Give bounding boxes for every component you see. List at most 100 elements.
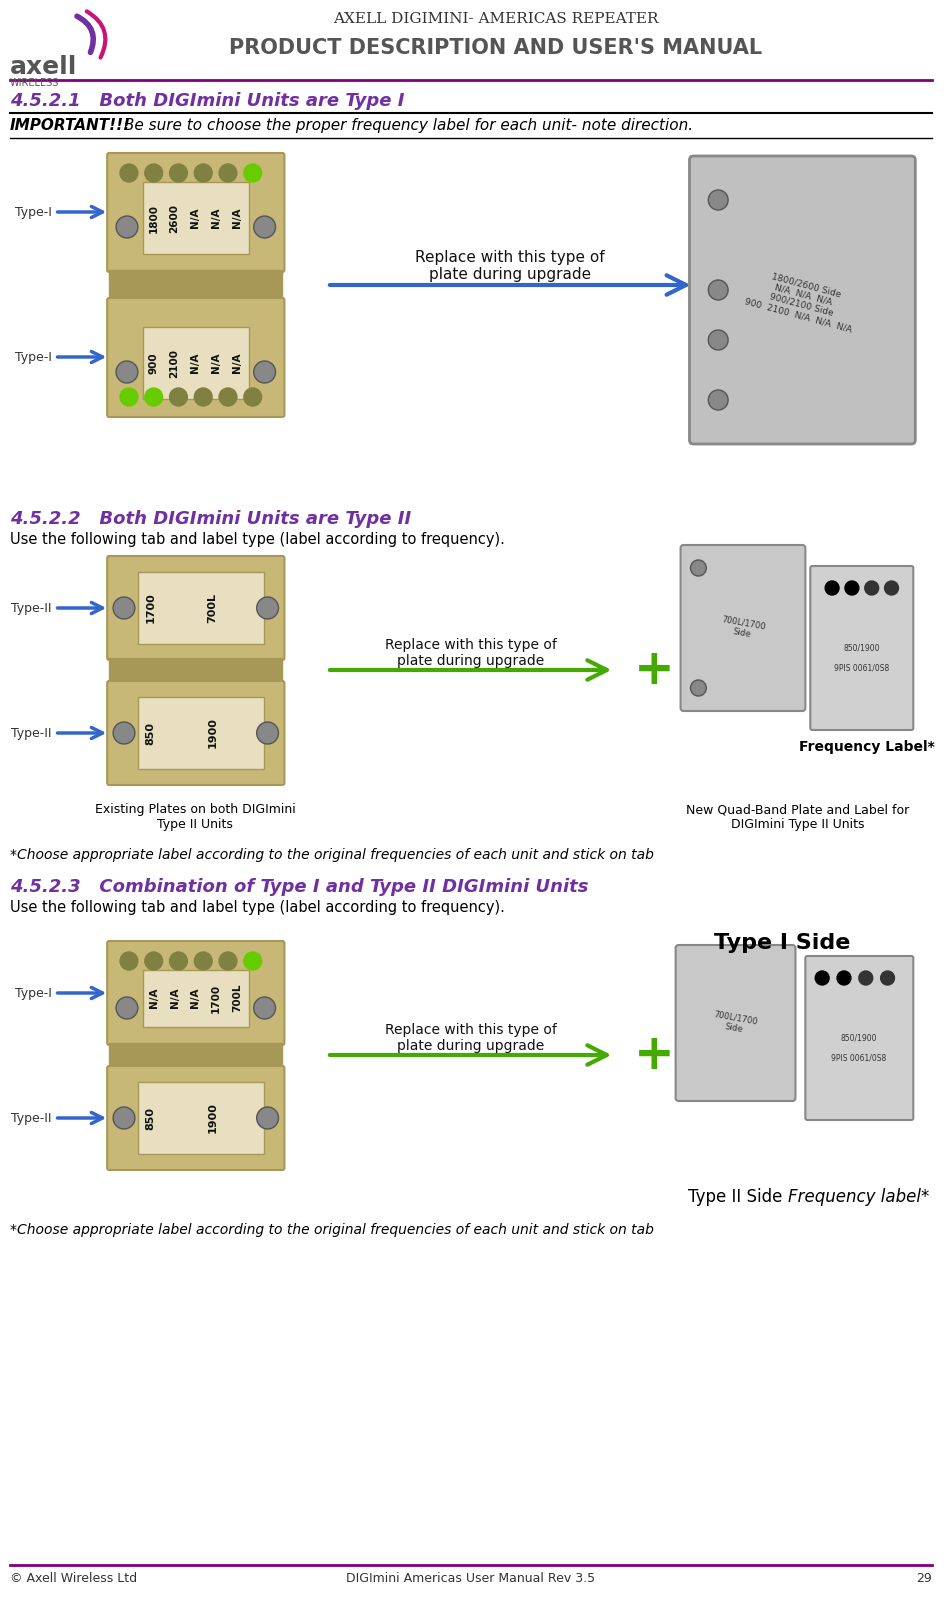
Circle shape: [120, 953, 138, 970]
Text: N/A: N/A: [169, 988, 180, 1009]
Text: PRODUCT DESCRIPTION AND USER'S MANUAL: PRODUCT DESCRIPTION AND USER'S MANUAL: [229, 38, 762, 58]
Text: 850/1900

9PIS 0061/0S8: 850/1900 9PIS 0061/0S8: [831, 1033, 886, 1063]
Text: Type-I: Type-I: [15, 205, 51, 218]
Text: Type-II: Type-II: [11, 727, 51, 740]
Bar: [109, 658, 282, 684]
FancyBboxPatch shape: [143, 183, 249, 255]
Circle shape: [257, 1106, 279, 1129]
FancyBboxPatch shape: [689, 155, 915, 443]
FancyBboxPatch shape: [107, 154, 284, 272]
FancyArrowPatch shape: [77, 16, 93, 53]
Text: Type-I: Type-I: [15, 351, 51, 363]
Circle shape: [254, 997, 276, 1018]
Text: 29: 29: [917, 1572, 932, 1585]
Text: 850/1900

9PIS 0061/0S8: 850/1900 9PIS 0061/0S8: [834, 644, 889, 672]
Circle shape: [120, 387, 138, 407]
Circle shape: [884, 581, 899, 596]
Text: 700L: 700L: [207, 592, 218, 623]
Text: 1800/2600 Side
N/A  N/A  N/A
900/2100 Side
900  2100  N/A  N/A  N/A: 1800/2600 Side N/A N/A N/A 900/2100 Side…: [744, 266, 861, 333]
Circle shape: [825, 581, 839, 596]
Circle shape: [243, 387, 262, 407]
Circle shape: [116, 216, 138, 239]
Bar: [109, 271, 282, 299]
Circle shape: [120, 163, 138, 183]
Circle shape: [219, 953, 237, 970]
Text: 700L/1700
Side: 700L/1700 Side: [719, 615, 767, 642]
Text: 700L: 700L: [232, 983, 242, 1012]
Text: Type-II: Type-II: [11, 602, 51, 615]
FancyArrowPatch shape: [87, 11, 106, 58]
Text: 1900: 1900: [207, 1103, 218, 1134]
Circle shape: [169, 163, 187, 183]
Text: Existing Plates on both DIGImini
Type II Units: Existing Plates on both DIGImini Type II…: [95, 804, 296, 831]
Text: IMPORTANT!!!: IMPORTANT!!!: [10, 118, 131, 133]
Circle shape: [113, 597, 135, 620]
Text: Frequency Label*: Frequency Label*: [799, 740, 935, 754]
Circle shape: [815, 970, 829, 985]
Circle shape: [243, 953, 262, 970]
Circle shape: [690, 560, 707, 576]
Text: 1900: 1900: [207, 717, 218, 748]
Circle shape: [859, 970, 873, 985]
Circle shape: [708, 391, 728, 410]
Circle shape: [254, 216, 276, 239]
FancyBboxPatch shape: [681, 544, 805, 711]
FancyBboxPatch shape: [143, 970, 249, 1026]
Text: N/A: N/A: [232, 208, 242, 229]
FancyBboxPatch shape: [805, 956, 913, 1121]
Circle shape: [145, 387, 163, 407]
FancyBboxPatch shape: [138, 696, 263, 768]
Text: 700L/1700
Side: 700L/1700 Side: [711, 1010, 759, 1036]
FancyBboxPatch shape: [107, 941, 284, 1045]
Text: WIRELESS: WIRELESS: [10, 78, 60, 88]
Circle shape: [864, 581, 879, 596]
FancyBboxPatch shape: [107, 680, 284, 784]
Circle shape: [116, 360, 138, 383]
Circle shape: [113, 1106, 135, 1129]
Circle shape: [708, 280, 728, 299]
Text: 2600: 2600: [169, 203, 180, 232]
Circle shape: [113, 722, 135, 744]
Text: 1800: 1800: [148, 203, 159, 232]
Text: *Choose appropriate label according to the original frequencies of each unit and: *Choose appropriate label according to t…: [10, 849, 654, 861]
Text: axell: axell: [10, 54, 77, 78]
Circle shape: [708, 191, 728, 210]
Circle shape: [254, 360, 276, 383]
FancyBboxPatch shape: [810, 567, 913, 730]
Text: Use the following tab and label type (label according to frequency).: Use the following tab and label type (la…: [10, 900, 505, 916]
Circle shape: [219, 163, 237, 183]
Text: N/A: N/A: [211, 208, 221, 229]
Text: Replace with this type of
plate during upgrade: Replace with this type of plate during u…: [416, 250, 605, 282]
Text: Type II Side: Type II Side: [688, 1188, 783, 1206]
Text: Type I Side: Type I Side: [714, 933, 851, 953]
Text: N/A: N/A: [148, 988, 159, 1009]
Text: 1700: 1700: [146, 592, 156, 623]
Circle shape: [169, 953, 187, 970]
Text: 4.5.2.1   Both DIGImini Units are Type I: 4.5.2.1 Both DIGImini Units are Type I: [10, 91, 404, 110]
Circle shape: [116, 997, 138, 1018]
Circle shape: [194, 953, 212, 970]
Text: *Choose appropriate label according to the original frequencies of each unit and: *Choose appropriate label according to t…: [10, 1223, 654, 1238]
Text: Be sure to choose the proper frequency label for each unit- note direction.: Be sure to choose the proper frequency l…: [119, 118, 693, 133]
Text: N/A: N/A: [211, 352, 221, 373]
Text: +: +: [633, 645, 674, 693]
FancyBboxPatch shape: [107, 298, 284, 416]
FancyBboxPatch shape: [107, 556, 284, 660]
Circle shape: [145, 163, 163, 183]
Text: N/A: N/A: [190, 988, 201, 1009]
Circle shape: [219, 387, 237, 407]
Text: Use the following tab and label type (label according to frequency).: Use the following tab and label type (la…: [10, 532, 505, 548]
Text: 900: 900: [148, 352, 159, 373]
Text: 4.5.2.2   Both DIGImini Units are Type II: 4.5.2.2 Both DIGImini Units are Type II: [10, 511, 412, 528]
Circle shape: [257, 722, 279, 744]
FancyBboxPatch shape: [138, 1082, 263, 1154]
Text: New Quad-Band Plate and Label for
DIGImini Type II Units: New Quad-Band Plate and Label for DIGImi…: [686, 804, 909, 831]
Circle shape: [881, 970, 895, 985]
Circle shape: [169, 387, 187, 407]
Text: 2100: 2100: [169, 349, 180, 378]
Text: Frequency label*: Frequency label*: [788, 1188, 929, 1206]
Text: 850: 850: [146, 722, 156, 744]
Text: 4.5.2.3   Combination of Type I and Type II DIGImini Units: 4.5.2.3 Combination of Type I and Type I…: [10, 877, 589, 897]
Text: N/A: N/A: [190, 352, 201, 373]
Circle shape: [845, 581, 859, 596]
